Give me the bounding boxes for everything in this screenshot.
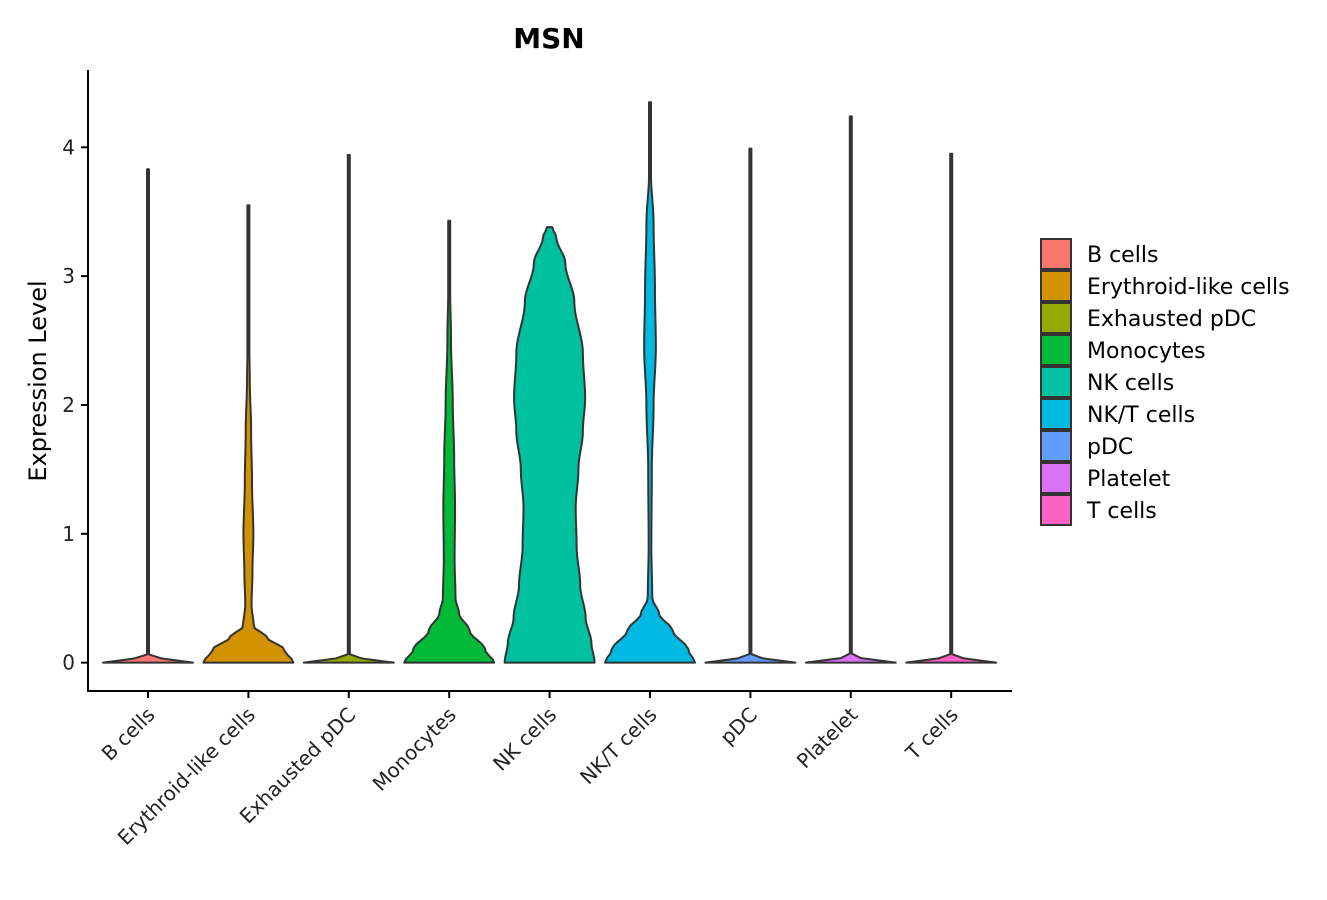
legend-label: Monocytes — [1087, 339, 1206, 364]
legend: B cells Erythroid-like cells Exhausted pDC… — [1040, 238, 1290, 526]
y-tick-label: 3 — [62, 264, 75, 288]
legend-key — [1040, 238, 1072, 270]
legend-key — [1040, 302, 1072, 334]
legend-key — [1040, 366, 1072, 398]
violin-platelet — [804, 115, 897, 664]
violin-nk-t-cells — [604, 101, 696, 664]
x-tick-label: Monocytes — [368, 703, 461, 796]
legend-key — [1040, 462, 1072, 494]
legend-key — [1040, 430, 1072, 462]
legend-label: NK cells — [1087, 371, 1174, 396]
legend-label: NK/T cells — [1087, 403, 1195, 428]
legend-key — [1040, 334, 1072, 366]
y-axis-title: Expression Level — [24, 280, 52, 481]
legend-label: T cells — [1086, 499, 1157, 524]
violin-erythroid-like-cells — [202, 204, 295, 664]
x-tick-label: B cells — [97, 703, 160, 766]
violins-group — [102, 101, 998, 664]
violin-nk-cells — [503, 226, 596, 664]
y-tick-label: 1 — [62, 522, 75, 546]
legend-key — [1040, 398, 1072, 430]
x-tick-label: NK/T cells — [575, 703, 661, 789]
legend-key — [1040, 494, 1072, 526]
legend-label: Platelet — [1087, 467, 1171, 492]
legend-key — [1040, 270, 1072, 302]
legend-label: B cells — [1087, 243, 1158, 268]
y-tick-label: 2 — [62, 393, 75, 417]
x-tick-label: Platelet — [792, 702, 863, 773]
legend-label: Erythroid-like cells — [1087, 275, 1290, 300]
y-tick-label: 4 — [62, 135, 75, 159]
violin-pdc — [704, 147, 797, 664]
violin-t-cells — [905, 152, 998, 664]
x-tick-label: NK cells — [488, 703, 561, 776]
x-tick-label: pDC — [715, 703, 762, 750]
y-ticks-group: 0 1 2 3 4 — [62, 135, 88, 675]
y-tick-label: 0 — [62, 651, 75, 675]
chart-title: MSN — [513, 22, 584, 55]
x-tick-label: T cells — [900, 703, 963, 766]
violin-exhausted-pdc — [302, 154, 395, 664]
violin-b-cells — [102, 168, 194, 664]
legend-label: pDC — [1087, 435, 1133, 460]
violin-monocytes — [403, 219, 496, 664]
legend-label: Exhausted pDC — [1087, 307, 1256, 332]
